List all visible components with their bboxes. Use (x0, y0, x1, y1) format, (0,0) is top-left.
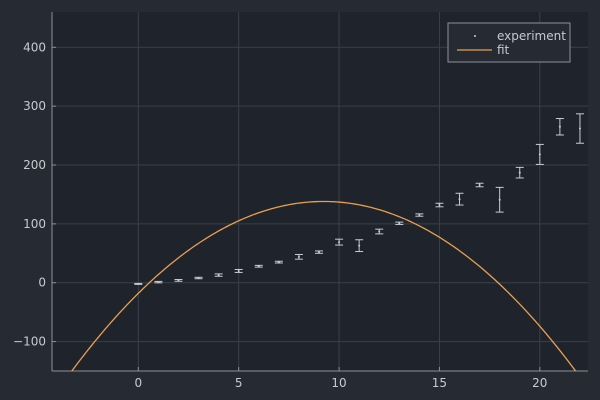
point-marker (478, 184, 481, 187)
y-tick-label: 100 (23, 217, 46, 231)
data-point (335, 238, 344, 246)
data-point (214, 273, 223, 277)
tick-labels: 0 5 10 15 20 −100 0 100 200 300 400 (13, 40, 547, 390)
experiment-series (134, 113, 584, 285)
point-marker (177, 279, 180, 282)
data-point (555, 118, 564, 136)
point-marker (438, 204, 441, 207)
x-tick-label: 0 (135, 376, 143, 390)
y-tick-label: 0 (38, 276, 46, 290)
data-point (274, 260, 283, 264)
point-marker (558, 125, 561, 128)
point-marker (137, 282, 140, 285)
data-point (515, 166, 524, 179)
data-point (234, 268, 243, 273)
data-point (415, 213, 424, 217)
point-marker (358, 244, 361, 247)
fit-series (71, 200, 577, 371)
y-tick-label: 200 (23, 158, 46, 172)
axes (51, 12, 588, 372)
x-tick-label: 15 (432, 376, 447, 390)
data-point (455, 192, 464, 206)
data-point (435, 202, 444, 208)
legend-experiment-label: experiment (497, 29, 566, 43)
point-marker (538, 153, 541, 156)
point-marker (277, 261, 280, 264)
point-marker (518, 171, 521, 174)
y-tick-label: −100 (13, 335, 46, 349)
data-point (254, 264, 263, 268)
data-point (475, 182, 484, 188)
data-point (395, 221, 404, 225)
point-marker (237, 269, 240, 272)
data-point (174, 278, 183, 282)
x-tick-label: 10 (331, 376, 346, 390)
x-tick-label: 20 (532, 376, 547, 390)
point-marker (317, 251, 320, 254)
point-marker (498, 198, 501, 201)
data-point (375, 228, 384, 235)
data-point (294, 253, 303, 260)
y-tick-label: 300 (23, 99, 46, 113)
data-point (194, 276, 203, 280)
data-point (154, 280, 163, 284)
legend-experiment-marker (474, 35, 476, 37)
data-point (355, 239, 364, 253)
y-tick-label: 400 (23, 40, 46, 54)
point-marker (297, 255, 300, 258)
point-marker (578, 127, 581, 130)
point-marker (398, 222, 401, 225)
point-marker (418, 214, 421, 217)
legend-box (447, 22, 571, 63)
point-marker (378, 230, 381, 233)
data-point (495, 186, 504, 213)
point-marker (217, 274, 220, 277)
fit-line (71, 200, 577, 371)
point-marker (257, 265, 260, 268)
point-marker (197, 277, 200, 280)
data-point (575, 113, 584, 144)
x-tick-label: 5 (235, 376, 243, 390)
plot-area (52, 12, 588, 371)
data-point (134, 282, 143, 285)
point-marker (338, 241, 341, 244)
point-marker (458, 198, 461, 201)
data-point (535, 143, 544, 165)
legend-fit-label: fit (497, 43, 510, 57)
data-point (314, 250, 323, 254)
point-marker (157, 281, 160, 284)
